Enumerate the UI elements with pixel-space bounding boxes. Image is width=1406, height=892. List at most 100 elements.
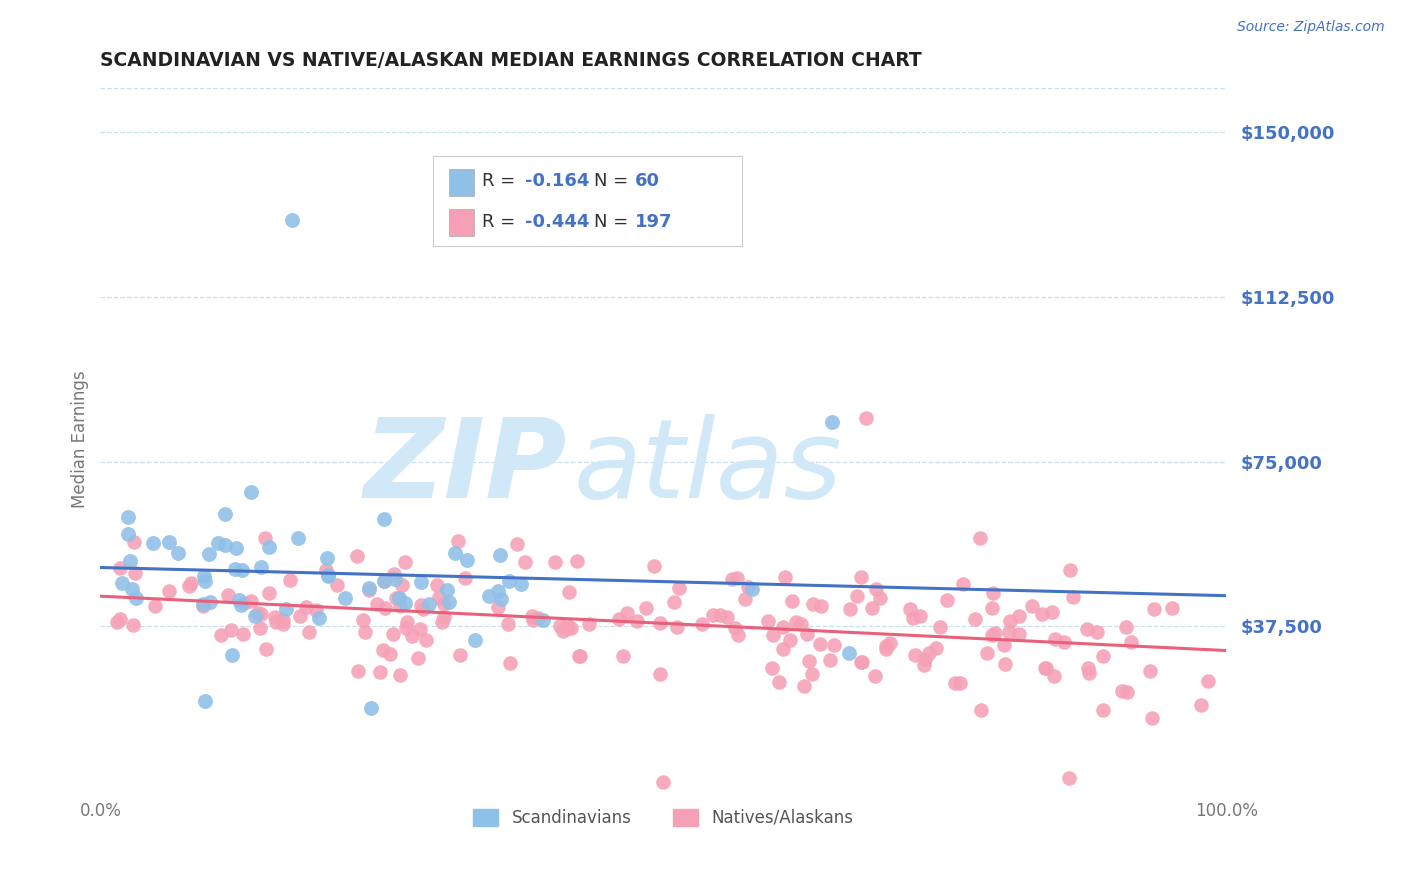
Point bbox=[963, 612, 986, 626]
Point bbox=[353, 625, 375, 640]
Y-axis label: Median Earnings: Median Earnings bbox=[72, 371, 89, 508]
Point bbox=[875, 639, 897, 653]
Point bbox=[1189, 698, 1212, 713]
Point bbox=[709, 607, 731, 622]
Point bbox=[901, 610, 924, 624]
Point bbox=[800, 666, 823, 681]
Point bbox=[117, 527, 139, 541]
Point bbox=[287, 531, 309, 545]
Point bbox=[928, 620, 950, 634]
Point bbox=[557, 621, 579, 635]
Point bbox=[124, 566, 146, 581]
Point bbox=[879, 636, 901, 650]
Point bbox=[478, 590, 501, 604]
Point bbox=[796, 627, 818, 641]
Point bbox=[1008, 609, 1031, 624]
Point bbox=[789, 617, 811, 632]
Point bbox=[194, 693, 217, 707]
Point bbox=[427, 590, 450, 604]
Point bbox=[949, 676, 972, 690]
Point bbox=[855, 410, 877, 425]
Point bbox=[569, 649, 592, 664]
Point bbox=[634, 601, 657, 615]
Point bbox=[1062, 590, 1084, 604]
Point bbox=[851, 655, 873, 669]
Point bbox=[799, 654, 821, 668]
Point bbox=[558, 584, 581, 599]
Point bbox=[308, 611, 330, 625]
Point bbox=[415, 633, 437, 648]
Point bbox=[122, 618, 145, 632]
Point bbox=[1143, 602, 1166, 616]
Text: R =: R = bbox=[482, 212, 522, 230]
Point bbox=[207, 536, 229, 550]
Point bbox=[436, 583, 458, 598]
Point bbox=[761, 661, 783, 675]
Point bbox=[980, 600, 1002, 615]
Point bbox=[298, 625, 321, 640]
Point bbox=[316, 568, 339, 582]
Point bbox=[773, 570, 796, 584]
Point bbox=[209, 628, 232, 642]
Point bbox=[820, 653, 842, 667]
Point bbox=[531, 613, 554, 627]
Point bbox=[1142, 711, 1164, 725]
Point bbox=[395, 615, 418, 630]
Point bbox=[544, 555, 567, 569]
Point bbox=[650, 616, 672, 631]
Point bbox=[734, 592, 756, 607]
Point bbox=[914, 652, 936, 666]
Text: -0.164: -0.164 bbox=[524, 172, 589, 191]
Point bbox=[1008, 627, 1031, 641]
Point bbox=[412, 601, 434, 615]
Text: N =: N = bbox=[593, 212, 634, 230]
Point bbox=[374, 601, 396, 615]
Point bbox=[394, 596, 416, 610]
Point bbox=[276, 602, 298, 616]
Point bbox=[271, 616, 294, 631]
Point bbox=[756, 614, 779, 628]
Point bbox=[167, 546, 190, 560]
Point bbox=[359, 582, 381, 597]
Point bbox=[998, 614, 1021, 628]
Point bbox=[271, 613, 294, 627]
Point bbox=[143, 599, 166, 613]
Point bbox=[389, 668, 412, 682]
Point bbox=[555, 618, 578, 632]
Point bbox=[998, 625, 1021, 640]
Text: atlas: atlas bbox=[574, 414, 842, 521]
Point bbox=[221, 648, 243, 663]
Point bbox=[912, 657, 935, 672]
Point bbox=[198, 548, 221, 562]
Point bbox=[453, 571, 475, 585]
Point bbox=[875, 641, 897, 656]
Point bbox=[1161, 600, 1184, 615]
Point bbox=[408, 622, 430, 636]
Point bbox=[863, 669, 886, 683]
Point bbox=[846, 590, 869, 604]
Point bbox=[433, 609, 456, 624]
Point bbox=[430, 615, 453, 629]
Point bbox=[993, 638, 1015, 652]
Point bbox=[849, 655, 872, 669]
Point bbox=[643, 559, 665, 574]
Point bbox=[510, 577, 533, 591]
Point bbox=[381, 627, 404, 641]
Point bbox=[240, 484, 263, 499]
Point bbox=[652, 775, 675, 789]
Point bbox=[918, 646, 941, 660]
Point bbox=[1116, 685, 1139, 699]
Point bbox=[198, 595, 221, 609]
Point bbox=[489, 592, 512, 607]
Point bbox=[823, 638, 845, 652]
Point bbox=[869, 591, 891, 605]
Point bbox=[970, 703, 993, 717]
Point bbox=[666, 620, 689, 634]
Point bbox=[1091, 649, 1114, 664]
Point bbox=[264, 615, 287, 629]
Point bbox=[1076, 623, 1098, 637]
Point bbox=[898, 602, 921, 616]
Point bbox=[228, 593, 250, 607]
Point bbox=[246, 606, 269, 620]
Point bbox=[548, 619, 571, 633]
